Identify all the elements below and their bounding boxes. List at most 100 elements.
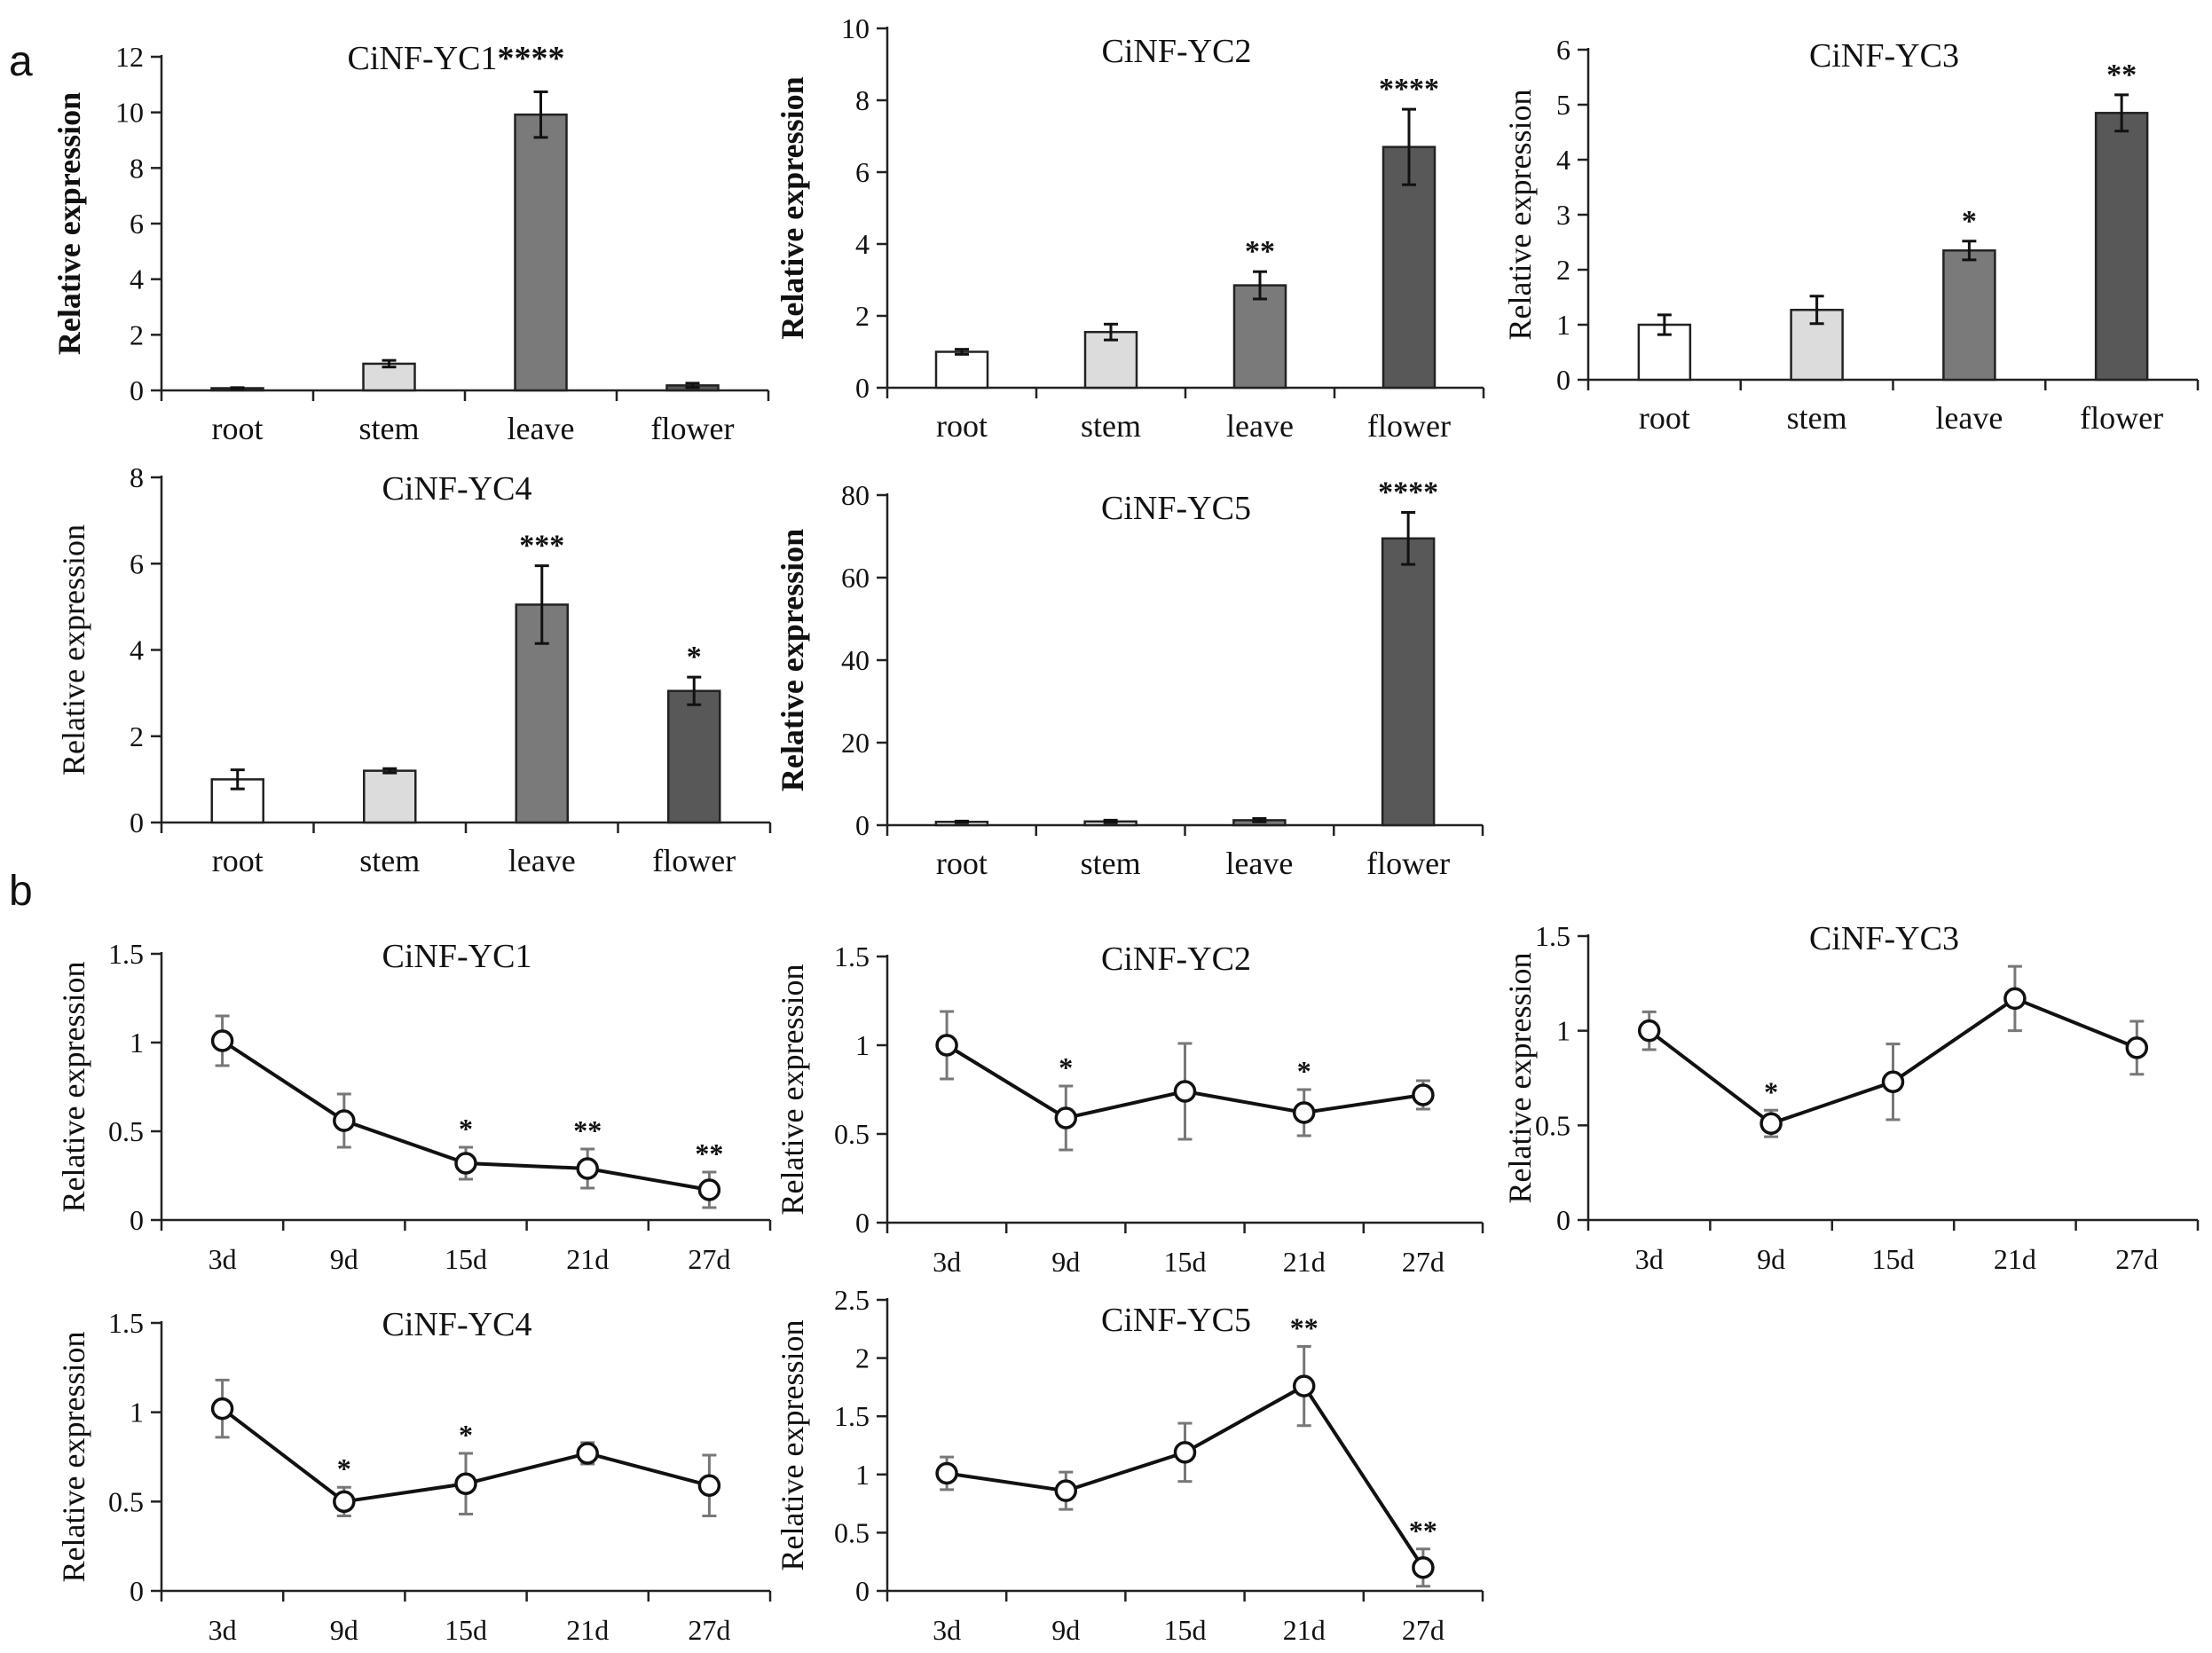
significance-label: * bbox=[1962, 205, 1977, 238]
x-tick-label: leave bbox=[1935, 400, 2003, 436]
x-tick-label: leave bbox=[508, 411, 575, 446]
significance-label: * bbox=[459, 1419, 473, 1451]
significance-label: **** bbox=[1379, 73, 1439, 106]
x-tick-label: flower bbox=[651, 411, 735, 446]
x-tick-label: 15d bbox=[445, 1243, 487, 1275]
significance-label: * bbox=[1297, 1055, 1311, 1087]
chart-title-text: CiNF-YC2 bbox=[1102, 33, 1252, 70]
significance-label: * bbox=[1059, 1051, 1073, 1083]
y-tick-label: 40 bbox=[841, 644, 870, 676]
chart-title: CiNF-YC1**** bbox=[348, 40, 565, 77]
y-tick-label: 6 bbox=[130, 208, 144, 240]
y-tick-label: 2 bbox=[130, 720, 144, 752]
y-tick-label: 0 bbox=[130, 374, 144, 406]
bar bbox=[362, 362, 416, 392]
chart-title-text: CiNF-YC4 bbox=[382, 1306, 532, 1343]
chart-title: CiNF-YC5 bbox=[1101, 1302, 1251, 1339]
chart-title-text: CiNF-YC1 bbox=[382, 938, 532, 975]
data-point bbox=[1881, 1070, 1905, 1094]
chart-b-9: 0 0.5 1 1.5 3d 9d 15d 21d 27d Relative expression… bbox=[56, 1306, 772, 1646]
data-point bbox=[1173, 1441, 1197, 1464]
x-tick-label: root bbox=[1639, 400, 1690, 436]
chart-title-significance: **** bbox=[497, 40, 564, 77]
y-tick-label: 8 bbox=[855, 84, 870, 116]
significance-label: * bbox=[687, 641, 702, 673]
data-point bbox=[1292, 1374, 1316, 1397]
y-tick-label: 1 bbox=[130, 1397, 144, 1429]
panel-letter-a: a bbox=[9, 38, 33, 85]
y-tick-label: 10 bbox=[841, 12, 870, 44]
y-axis-label: Relative expression bbox=[1502, 90, 1538, 341]
x-tick-label: 27d bbox=[2115, 1243, 2158, 1275]
significance-label: * bbox=[1764, 1075, 1778, 1107]
x-tick-label: root bbox=[212, 843, 264, 878]
x-tick-label: 9d bbox=[330, 1614, 358, 1646]
data-point bbox=[697, 1474, 721, 1497]
x-tick-label: 3d bbox=[209, 1243, 237, 1275]
chart-title-text: CiNF-YC2 bbox=[1101, 941, 1251, 978]
bar bbox=[1232, 284, 1287, 390]
y-axis-label: Relative expression bbox=[56, 1332, 91, 1583]
data-point bbox=[333, 1490, 356, 1514]
y-tick-label: 0.5 bbox=[834, 1118, 870, 1150]
x-tick-label: 21d bbox=[1994, 1243, 2036, 1275]
y-tick-label: 8 bbox=[130, 152, 144, 184]
x-tick-label: 21d bbox=[1283, 1246, 1326, 1278]
x-tick-label: 9d bbox=[1757, 1243, 1785, 1275]
chart-title: CiNF-YC1 bbox=[382, 938, 532, 975]
significance-label: ** bbox=[1290, 1311, 1319, 1343]
x-tick-label: 15d bbox=[1164, 1246, 1207, 1278]
y-tick-label: 4 bbox=[130, 634, 144, 666]
chart-title: CiNF-YC2 bbox=[1101, 941, 1251, 978]
chart-title-text: CiNF-YC3 bbox=[1809, 37, 1959, 75]
bar bbox=[934, 350, 989, 390]
x-tick-label: 27d bbox=[688, 1614, 730, 1646]
data-point bbox=[1054, 1106, 1078, 1130]
bar bbox=[514, 113, 568, 392]
chart-title-text: CiNF-YC5 bbox=[1101, 1302, 1251, 1339]
data-point bbox=[935, 1461, 958, 1485]
y-axis-label: Relative expression bbox=[51, 92, 87, 355]
y-tick-label: 0 bbox=[130, 1575, 144, 1607]
x-tick-label: 27d bbox=[1402, 1246, 1444, 1278]
x-tick-label: 3d bbox=[1635, 1243, 1664, 1275]
data-point bbox=[454, 1152, 477, 1175]
x-tick-label: root bbox=[936, 408, 988, 444]
y-tick-label: 4 bbox=[1556, 144, 1570, 176]
y-tick-label: 0 bbox=[130, 807, 144, 838]
y-axis-label: Relative expression bbox=[775, 529, 810, 791]
data-point bbox=[1054, 1479, 1078, 1502]
data-point bbox=[210, 1397, 234, 1421]
chart-title: CiNF-YC2 bbox=[1102, 33, 1252, 70]
y-tick-label: 10 bbox=[115, 97, 144, 129]
y-tick-label: 1 bbox=[130, 1027, 144, 1059]
chart-title: CiNF-YC3 bbox=[1809, 37, 1959, 75]
bar bbox=[2094, 112, 2149, 382]
y-tick-label: 1 bbox=[1556, 1015, 1570, 1047]
y-tick-label: 1.5 bbox=[108, 1307, 144, 1339]
x-tick-label: 15d bbox=[1872, 1243, 1915, 1275]
bar bbox=[1382, 146, 1437, 390]
data-point bbox=[1412, 1556, 1435, 1579]
x-tick-label: leave bbox=[1225, 846, 1293, 881]
y-tick-label: 8 bbox=[130, 461, 144, 493]
chart-title: CiNF-YC5 bbox=[1101, 490, 1251, 527]
y-axis-label: Relative expression bbox=[775, 1320, 810, 1571]
y-tick-label: 0 bbox=[855, 809, 870, 841]
y-tick-label: 0.5 bbox=[1535, 1109, 1570, 1141]
significance-label: * bbox=[337, 1452, 351, 1484]
y-tick-label: 6 bbox=[130, 547, 144, 579]
x-tick-label: flower bbox=[1366, 846, 1450, 881]
x-tick-label: 3d bbox=[933, 1246, 961, 1278]
x-tick-label: 27d bbox=[1402, 1614, 1444, 1646]
data-point bbox=[576, 1157, 599, 1180]
x-tick-label: leave bbox=[1226, 408, 1294, 444]
panel-letter-b: b bbox=[9, 868, 33, 915]
data-point bbox=[2003, 987, 2027, 1011]
y-tick-label: 0 bbox=[130, 1204, 144, 1236]
data-point bbox=[454, 1472, 477, 1495]
chart-title-text: CiNF-YC4 bbox=[382, 470, 532, 508]
significance-label: **** bbox=[1378, 476, 1438, 509]
y-tick-label: 1.5 bbox=[1535, 920, 1570, 952]
